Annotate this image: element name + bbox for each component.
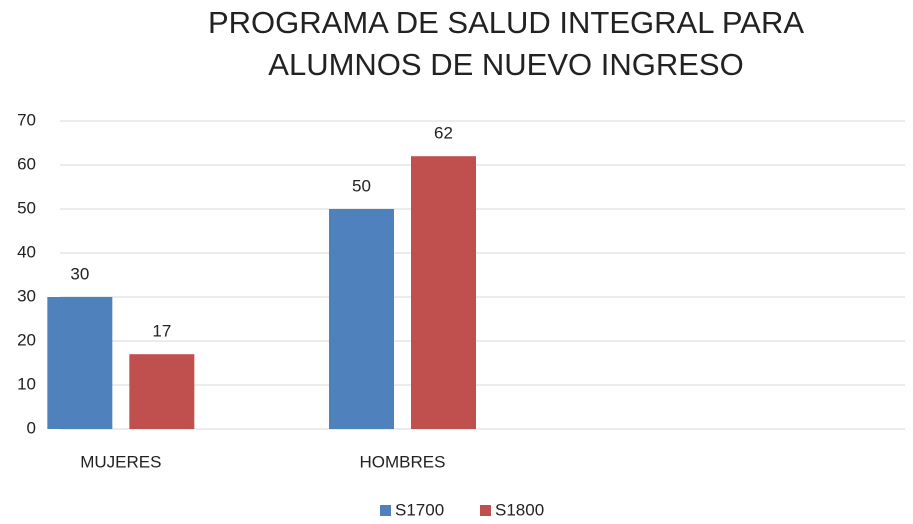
chart-title: PROGRAMA DE SALUD INTEGRAL PARA ALUMNOS … <box>207 5 805 82</box>
y-tick-label: 50 <box>17 198 36 217</box>
legend-swatch <box>380 505 391 516</box>
legend-label: S1700 <box>395 500 444 519</box>
data-label: 17 <box>152 322 171 341</box>
x-tick-label: HOMBRES <box>360 452 446 471</box>
bar <box>329 209 394 429</box>
y-tick-label: 40 <box>17 242 36 261</box>
y-tick-label: 0 <box>27 418 36 437</box>
bar <box>47 297 113 429</box>
data-label: 62 <box>434 124 453 143</box>
legend-label: S1800 <box>495 500 544 519</box>
y-tick-label: 10 <box>17 374 36 393</box>
y-tick-label: 30 <box>17 286 36 305</box>
y-tick-label: 20 <box>17 330 36 349</box>
x-tick-label: MUJERES <box>80 452 161 471</box>
y-tick-label: 70 <box>17 110 36 129</box>
bar <box>411 156 476 429</box>
y-tick-label: 60 <box>17 154 36 173</box>
data-label: 50 <box>352 176 371 195</box>
bar <box>129 354 195 429</box>
data-label: 30 <box>70 264 89 283</box>
legend-swatch <box>480 505 491 516</box>
